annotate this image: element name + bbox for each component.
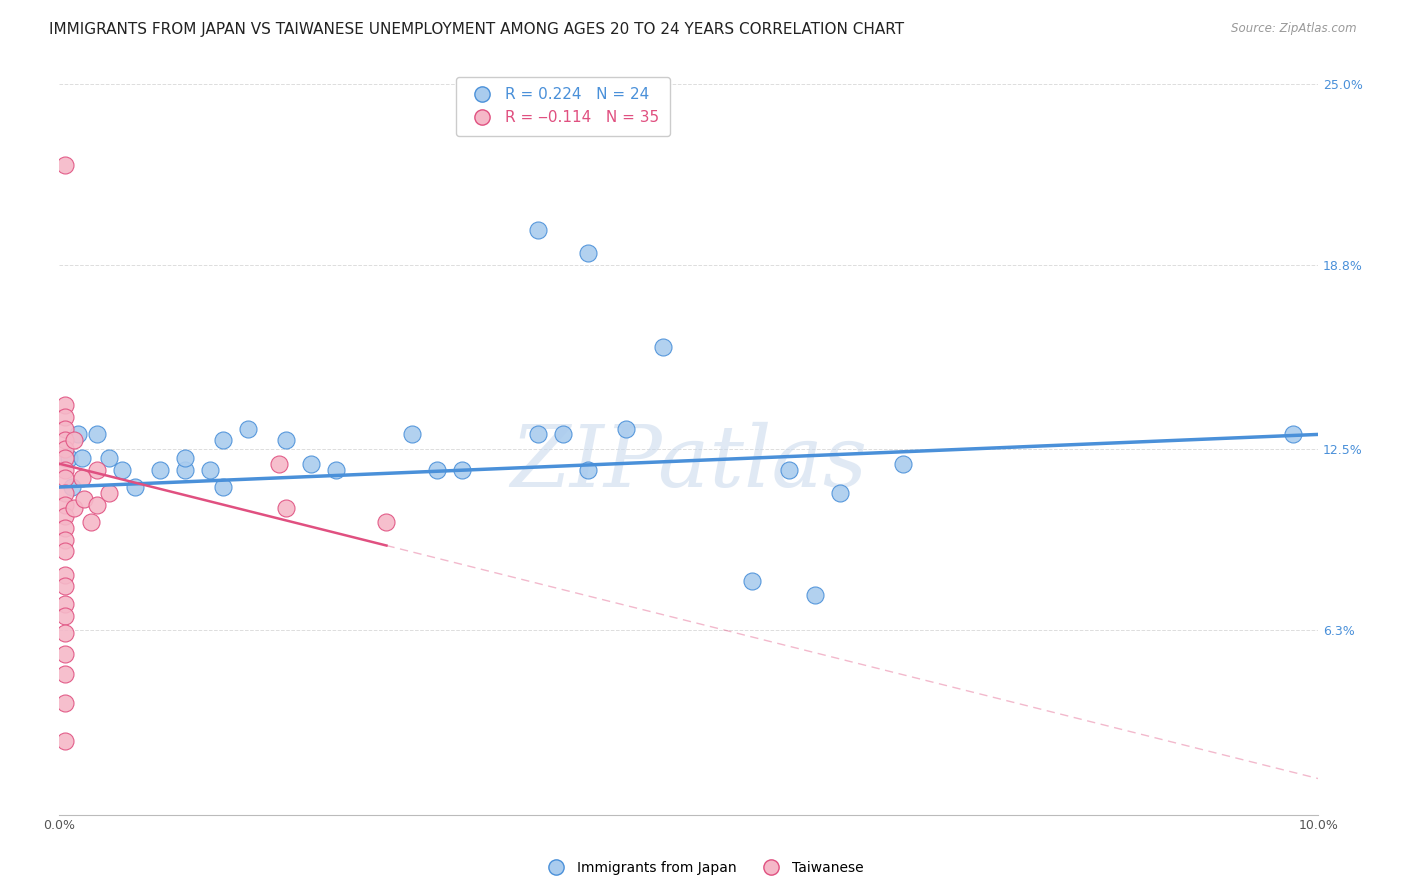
Point (526, 427, 548, 442)
Point (375, 515, 398, 529)
Point (828, 486, 851, 500)
Point (299, 457, 322, 471)
Point (55, 158, 77, 172)
Point (124, 480, 146, 494)
Point (66, 427, 89, 442)
Point (55, 567, 77, 582)
Point (55, 626, 77, 640)
Text: IMMIGRANTS FROM JAPAN VS TAIWANESE UNEMPLOYMENT AMONG AGES 20 TO 24 YEARS CORREL: IMMIGRANTS FROM JAPAN VS TAIWANESE UNEMP… (49, 22, 904, 37)
Point (58, 450, 80, 465)
Point (79, 515, 101, 529)
Point (652, 340, 675, 354)
Point (325, 462, 347, 476)
Point (426, 462, 449, 476)
Point (526, 223, 548, 237)
Point (174, 462, 197, 476)
Point (55, 434, 77, 448)
Point (55, 486, 77, 500)
Point (55, 544, 77, 558)
Legend: R = 0.224   N = 24, R = ‒0.114   N = 35: R = 0.224 N = 24, R = ‒0.114 N = 35 (456, 77, 669, 136)
Point (274, 500, 297, 515)
Text: Source: ZipAtlas.com: Source: ZipAtlas.com (1232, 22, 1357, 36)
Point (55, 471, 77, 485)
Text: ZIPatlas: ZIPatlas (510, 422, 868, 505)
Point (55, 608, 77, 623)
Point (63, 500, 86, 515)
Point (70, 450, 93, 465)
Point (55, 667, 77, 681)
Point (55, 498, 77, 512)
Point (576, 246, 599, 260)
Point (55, 409, 77, 424)
Point (55, 398, 77, 412)
Point (1282, 427, 1305, 442)
Point (60, 480, 83, 494)
Point (778, 462, 800, 476)
Point (55, 421, 77, 435)
Point (98, 450, 121, 465)
Point (269, 457, 291, 471)
Point (211, 434, 233, 448)
Point (86, 427, 108, 442)
Point (55, 647, 77, 661)
Point (86, 462, 108, 476)
Point (149, 462, 172, 476)
Point (211, 480, 233, 494)
Point (55, 450, 77, 465)
Point (174, 450, 197, 465)
Point (614, 421, 637, 435)
Point (55, 533, 77, 547)
Point (401, 427, 423, 442)
Point (274, 434, 297, 448)
Point (55, 597, 77, 611)
Point (55, 521, 77, 535)
Point (111, 462, 134, 476)
Point (63, 434, 86, 448)
Point (803, 588, 825, 602)
Point (98, 486, 121, 500)
Point (891, 457, 914, 471)
Point (200, 462, 222, 476)
Point (70, 471, 93, 485)
Point (55, 579, 77, 593)
Point (55, 697, 77, 711)
Point (73, 491, 96, 506)
Point (741, 574, 763, 588)
Point (86, 498, 108, 512)
Legend: Immigrants from Japan, Taiwanese: Immigrants from Japan, Taiwanese (537, 855, 869, 880)
Point (576, 462, 599, 476)
Point (55, 442, 77, 456)
Point (551, 427, 574, 442)
Point (55, 462, 77, 476)
Point (55, 509, 77, 524)
Point (55, 734, 77, 748)
Point (236, 421, 259, 435)
Point (451, 462, 474, 476)
